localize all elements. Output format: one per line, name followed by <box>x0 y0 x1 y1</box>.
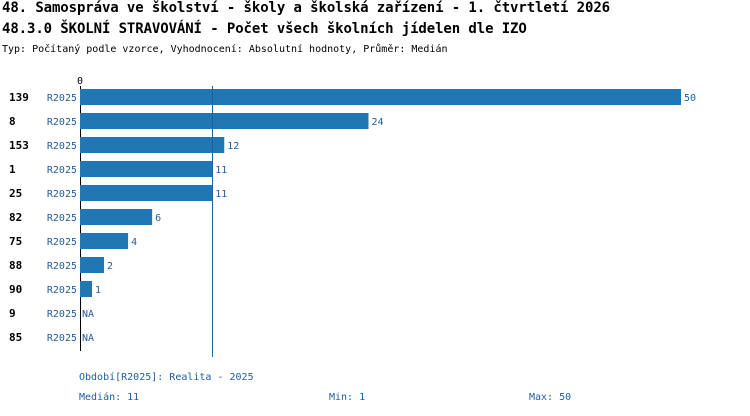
category-label: 153 <box>9 139 29 152</box>
bar <box>80 89 681 105</box>
bar <box>80 257 105 273</box>
bar <box>80 281 93 297</box>
value-label: NA <box>82 333 94 344</box>
value-label: 50 <box>684 93 696 104</box>
value-label: 12 <box>227 141 239 152</box>
series-label: R2025 <box>47 189 77 200</box>
value-label: 4 <box>131 237 137 248</box>
bar <box>80 113 369 129</box>
series-label: R2025 <box>47 141 77 152</box>
value-label: NA <box>82 309 94 320</box>
value-label: 11 <box>215 165 227 176</box>
category-label: 88 <box>9 259 22 272</box>
value-label: 6 <box>155 213 161 224</box>
bar <box>80 161 213 177</box>
axis-zero-label: 0 <box>77 76 83 87</box>
series-label: R2025 <box>47 237 77 248</box>
category-label: 8 <box>9 115 16 128</box>
category-label: 85 <box>9 331 22 344</box>
max-stat: Max: 50 <box>529 392 572 403</box>
value-label: 1 <box>95 285 101 296</box>
series-label: R2025 <box>47 309 77 320</box>
bar <box>80 137 225 153</box>
series-label: R2025 <box>47 213 77 224</box>
series-label: R2025 <box>47 333 77 344</box>
category-label: 82 <box>9 211 22 224</box>
period-legend: Období[R2025]: Realita - 2025 <box>79 372 254 383</box>
category-label: 25 <box>9 187 22 200</box>
chart-title: 48.3.0 ŠKOLNÍ STRAVOVÁNÍ - Počet všech š… <box>2 21 527 37</box>
series-label: R2025 <box>47 165 77 176</box>
bar <box>80 209 153 225</box>
value-label: 11 <box>215 189 227 200</box>
value-label: 2 <box>107 261 113 272</box>
series-label: R2025 <box>47 117 77 128</box>
series-label: R2025 <box>47 93 77 104</box>
report-title: 48. Samospráva ve školství - školy a ško… <box>2 0 610 16</box>
category-label: 9 <box>9 307 16 320</box>
series-label: R2025 <box>47 285 77 296</box>
value-label: 24 <box>371 117 383 128</box>
chart-info: Typ: Počítaný podle vzorce, Vyhodnocení:… <box>2 44 448 55</box>
min-stat: Min: 1 <box>329 392 366 403</box>
median-stat: Medián: 11 <box>79 392 140 403</box>
bar <box>80 233 129 249</box>
category-label: 1 <box>9 163 16 176</box>
category-label: 75 <box>9 235 22 248</box>
category-label: 139 <box>9 91 29 104</box>
series-label: R2025 <box>47 261 77 272</box>
bar <box>80 185 213 201</box>
category-label: 90 <box>9 283 22 296</box>
